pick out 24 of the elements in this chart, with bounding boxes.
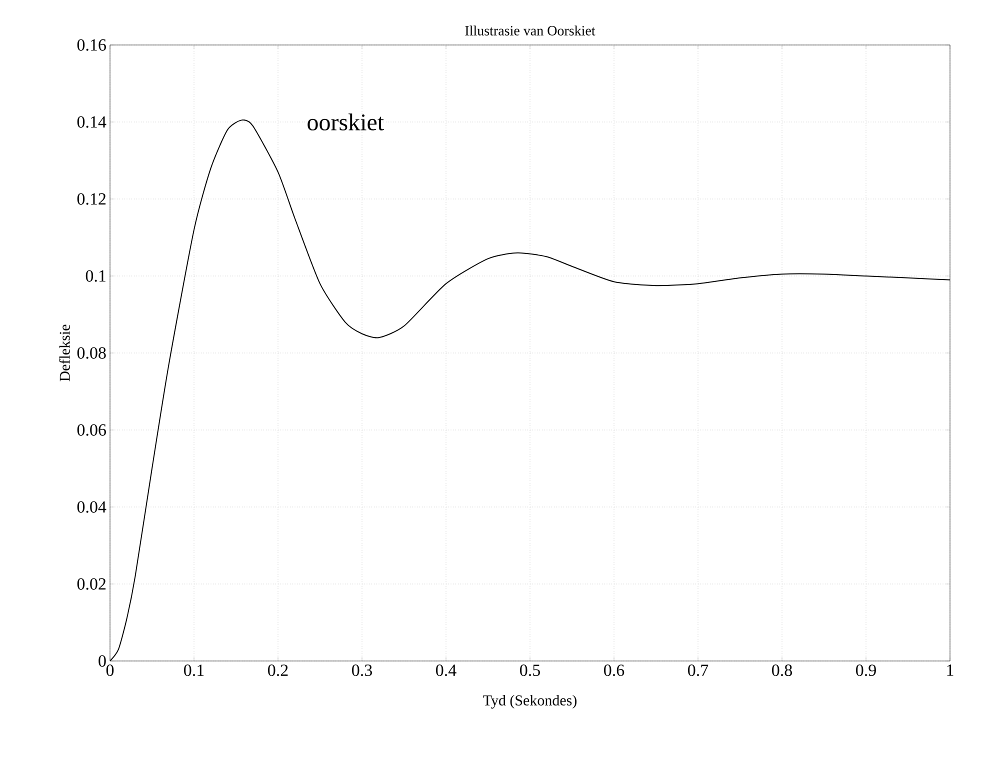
y-tick-label: 0.1 [86,270,106,282]
y-tick-label: 0.12 [77,193,106,205]
y-tick-label: 0.08 [77,347,106,359]
y-tick-label: 0.14 [77,116,106,128]
x-tick-label: 1 [947,664,954,676]
annotation: oorskiet [308,114,384,130]
y-axis-title: Defleksie [59,324,70,382]
x-tick-label: 0.1 [184,664,204,676]
x-tick-label: 0.3 [352,664,372,676]
x-tick-label: 0.8 [772,664,792,676]
x-tick-label: 0.9 [856,664,876,676]
x-tick-label: 0 [106,664,114,676]
y-tick-label: 0.04 [77,501,106,513]
x-tick-label: 0.5 [520,664,540,676]
x-tick-label: 0.4 [436,664,456,676]
y-tick-label: 0.06 [77,424,106,436]
x-tick-label: 0.2 [268,664,288,676]
x-tick-label: 0.6 [604,664,624,676]
x-axis-title: Tyd (Sekondes) [483,694,577,709]
x-tick-label: 0.7 [688,664,708,676]
y-tick-label: 0.16 [77,39,106,51]
chart-title: Illustrasie van Oorskiet [465,26,596,36]
y-tick-label: 0 [98,655,106,667]
y-tick-label: 0.02 [77,578,106,590]
